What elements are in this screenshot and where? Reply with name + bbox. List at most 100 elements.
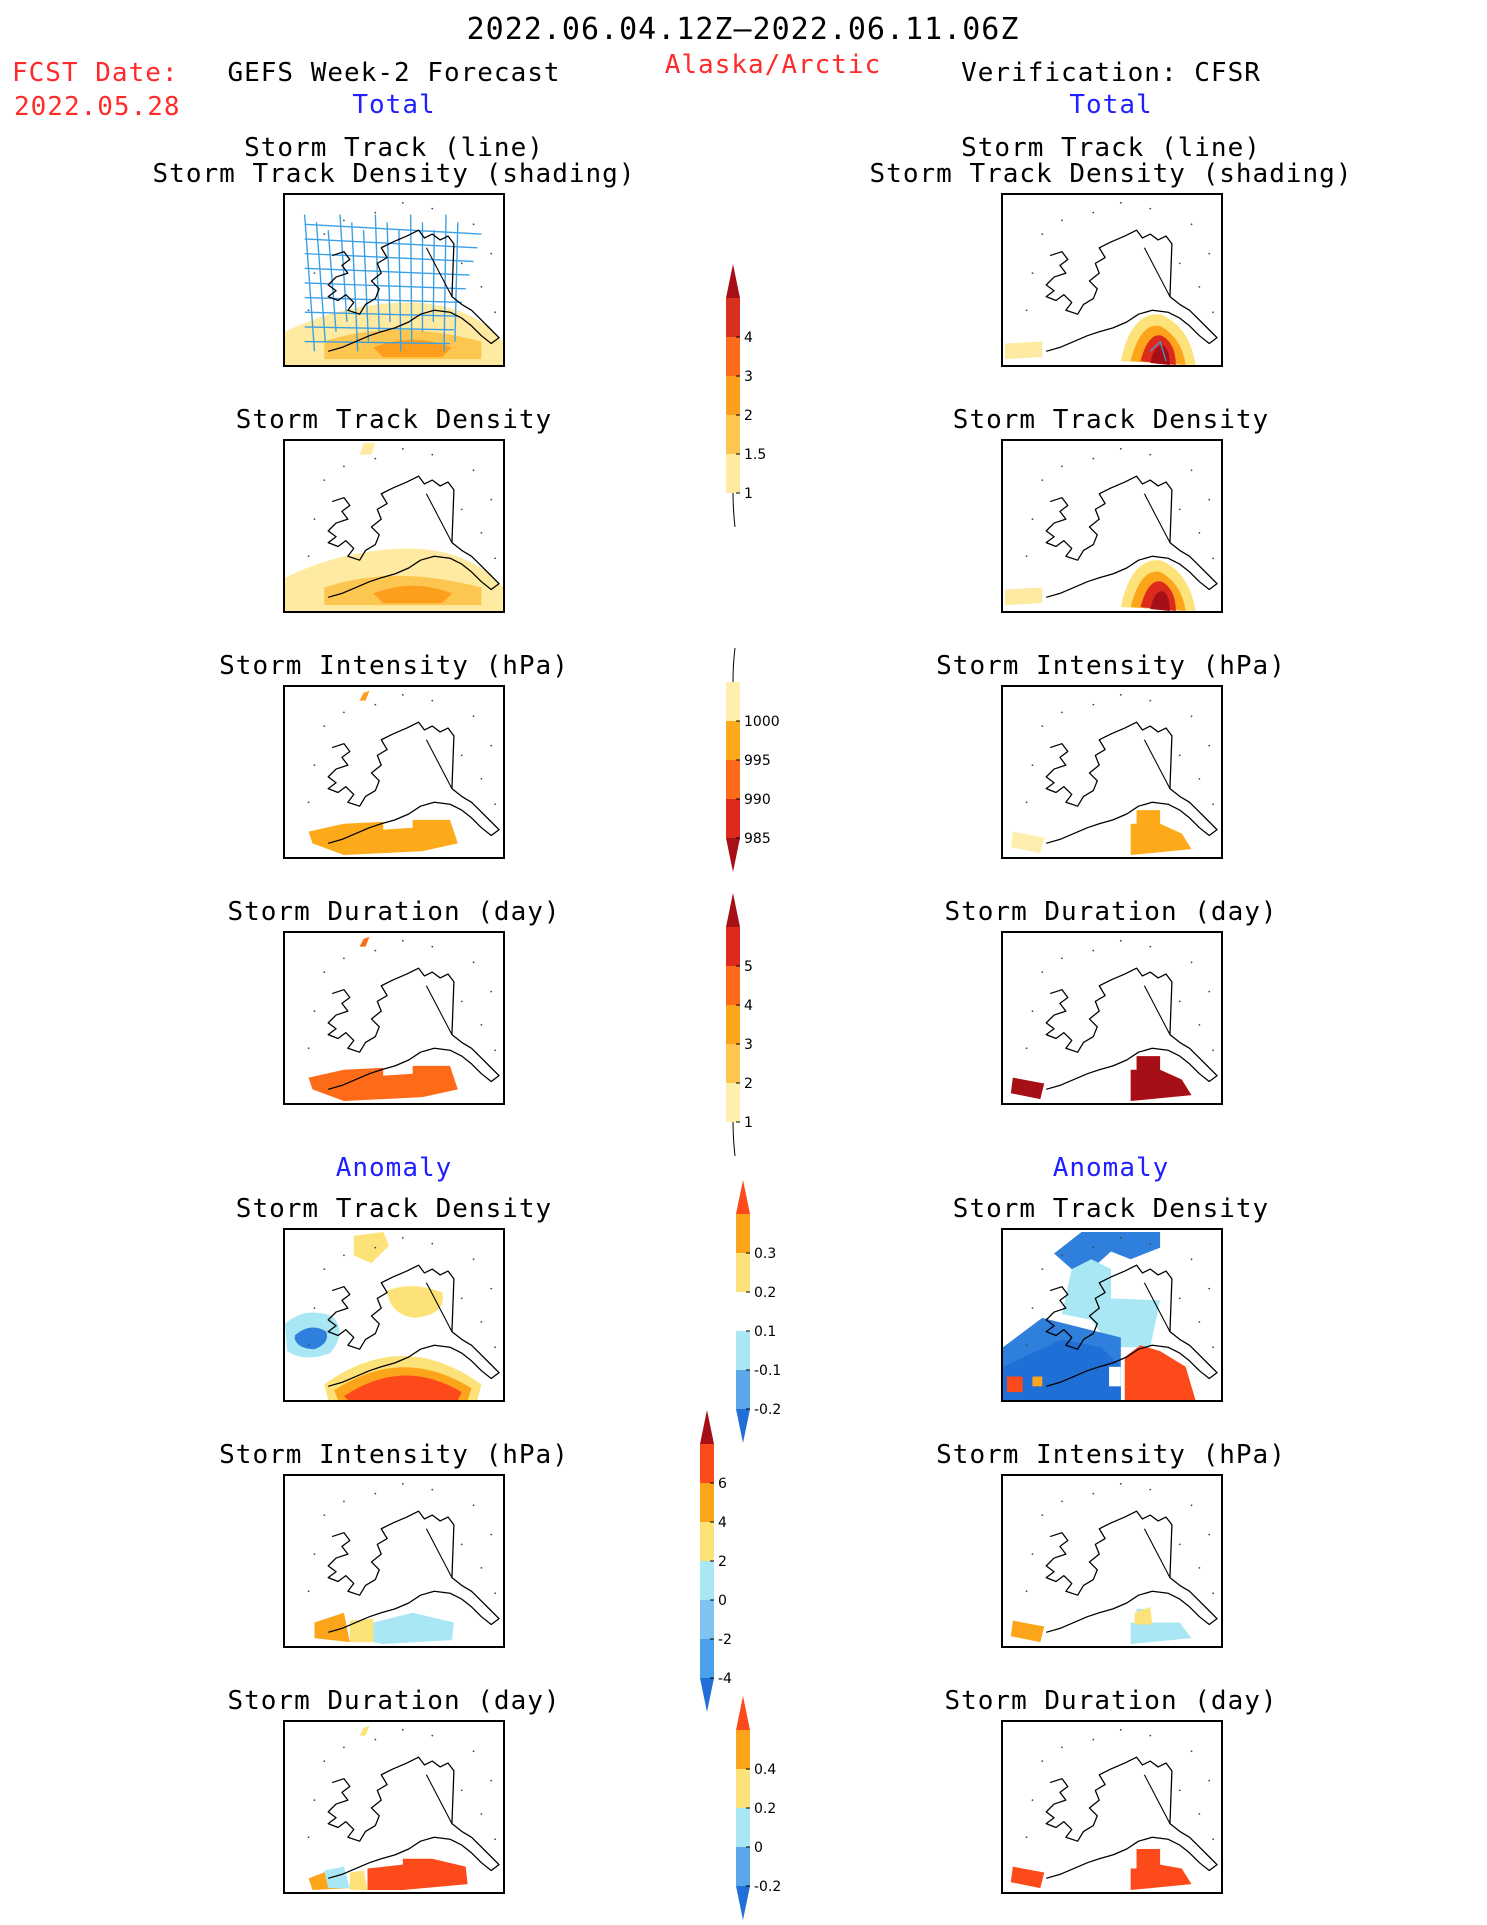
colorbar-density-total: 4 3 2 1.5 1 <box>726 264 796 529</box>
colorbar-swatch <box>736 1253 750 1292</box>
left-density-title: Storm Track Density <box>235 405 553 435</box>
colorbar-tick-label: 2 <box>744 1076 753 1092</box>
colorbar-tick-label: 4 <box>744 330 753 346</box>
right-column-title: Verification: CFSR <box>961 58 1261 88</box>
map-shading <box>1004 314 1196 365</box>
left-track-shading-title: Storm Track Density (shading) <box>152 159 636 189</box>
colorbar-lower-arrow <box>736 1886 750 1920</box>
colorbar-upper-hook <box>732 647 736 683</box>
map-panel-cfsr-intensity <box>1001 685 1223 859</box>
right-anom-duration-title: Storm Duration (day) <box>944 1686 1278 1716</box>
colorbar-tick-label: 6 <box>718 1476 727 1492</box>
colorbar-swatch <box>726 721 740 760</box>
left-anom-intensity-title: Storm Intensity (hPa) <box>219 1440 569 1470</box>
coastline <box>1025 939 1218 1090</box>
map-panel-cfsr-track <box>1001 193 1223 367</box>
left-total-label: Total <box>352 90 436 120</box>
colorbar-lower-arrow <box>700 1678 714 1712</box>
map-panel-gefs-density-anomaly <box>283 1228 505 1402</box>
map-shading <box>308 690 458 856</box>
colorbar-swatch <box>736 1214 750 1253</box>
coastline <box>1025 1236 1218 1387</box>
map-shading <box>1010 1849 1192 1891</box>
colorbar-lower-hook <box>732 492 736 528</box>
fcst-label: FCST Date: <box>12 58 179 88</box>
right-density-title: Storm Track Density <box>952 405 1270 435</box>
colorbar-swatch <box>726 966 740 1005</box>
colorbar-tick-label: 0.1 <box>754 1324 776 1340</box>
coastline <box>307 447 500 598</box>
colorbar-upper-arrow <box>736 1180 750 1214</box>
map-shading <box>314 1612 454 1645</box>
colorbar-intensity-anomaly: 6 4 2 0 -2 -4 <box>700 1410 770 1714</box>
colorbar-swatch <box>700 1600 714 1639</box>
colorbar-swatch <box>700 1444 714 1483</box>
map-shading <box>308 936 458 1102</box>
colorbar-lower-arrow <box>736 1409 750 1443</box>
coastline <box>307 1236 500 1387</box>
map-shading <box>1010 810 1192 856</box>
colorbar-swatch <box>726 1083 740 1122</box>
colorbar-swatch <box>726 927 740 966</box>
map-panel-cfsr-intensity-anomaly <box>1001 1474 1223 1648</box>
colorbar-tick-label: 2 <box>744 408 753 424</box>
left-anomaly-label: Anomaly <box>335 1153 453 1183</box>
colorbar-swatch <box>736 1847 750 1886</box>
map-panel-cfsr-duration <box>1001 931 1223 1105</box>
colorbar-swatch <box>736 1730 750 1769</box>
colorbar-swatch <box>700 1483 714 1522</box>
map-panel-gefs-track <box>283 193 505 367</box>
colorbar-swatch <box>726 415 740 454</box>
colorbar-swatch <box>726 760 740 799</box>
map-panel-gefs-intensity <box>283 685 505 859</box>
colorbar-lower-arrow <box>726 838 740 872</box>
colorbar-swatch <box>726 1044 740 1083</box>
left-intensity-title: Storm Intensity (hPa) <box>219 651 569 681</box>
map-shading <box>1003 1231 1196 1400</box>
colorbar-upper-arrow <box>726 264 740 298</box>
map-panel-gefs-duration-anomaly <box>283 1720 505 1894</box>
map-shading <box>1010 1606 1192 1645</box>
colorbar-swatch <box>726 454 740 493</box>
colorbar-tick-label: 5 <box>744 959 753 975</box>
colorbar-swatch <box>736 1769 750 1808</box>
colorbar-tick-label: 0.3 <box>754 1246 776 1262</box>
colorbar-tick-label: 1 <box>744 486 753 502</box>
map-panel-cfsr-density-anomaly <box>1001 1228 1223 1402</box>
colorbar-tick-label: 0.2 <box>754 1285 776 1301</box>
colorbar-upper-arrow <box>736 1696 750 1730</box>
colorbar-tick-label: 1000 <box>744 714 780 730</box>
left-duration-title: Storm Duration (day) <box>227 897 561 927</box>
map-shading <box>308 1725 468 1891</box>
left-anom-density-title: Storm Track Density <box>235 1194 553 1224</box>
coastline <box>307 201 500 352</box>
colorbar-swatch <box>726 376 740 415</box>
colorbar-tick-label: 4 <box>744 998 753 1014</box>
map-panel-cfsr-duration-anomaly <box>1001 1720 1223 1894</box>
colorbar-swatch <box>726 298 740 337</box>
right-anom-intensity-title: Storm Intensity (hPa) <box>936 1440 1286 1470</box>
colorbar-swatch <box>736 1331 750 1370</box>
left-anom-duration-title: Storm Duration (day) <box>227 1686 561 1716</box>
left-track-line-title: Storm Track (line) <box>244 133 544 163</box>
colorbar-swatch <box>736 1292 750 1331</box>
colorbar-tick-label: -0.1 <box>754 1363 781 1379</box>
colorbar-tick-label: -4 <box>718 1671 732 1687</box>
colorbar-duration-anomaly: 0.4 0.2 0 -0.2 <box>736 1696 806 1922</box>
coastline <box>1025 447 1218 598</box>
coastline <box>1025 1728 1218 1879</box>
colorbar-swatch <box>726 337 740 376</box>
colorbar-upper-arrow <box>726 893 740 927</box>
colorbar-swatch <box>736 1808 750 1847</box>
colorbar-swatch <box>700 1639 714 1678</box>
colorbar-swatch <box>736 1370 750 1409</box>
coastline <box>307 939 500 1090</box>
colorbar-intensity-total: 1000 995 990 985 <box>726 647 796 874</box>
map-shading <box>285 214 503 365</box>
colorbar-tick-label: 0.4 <box>754 1762 776 1778</box>
colorbar-swatch <box>726 799 740 838</box>
colorbar-tick-label: 3 <box>744 1037 753 1053</box>
colorbar-tick-label: 2 <box>718 1554 727 1570</box>
coastline <box>1025 693 1218 844</box>
right-anomaly-label: Anomaly <box>1052 1153 1170 1183</box>
